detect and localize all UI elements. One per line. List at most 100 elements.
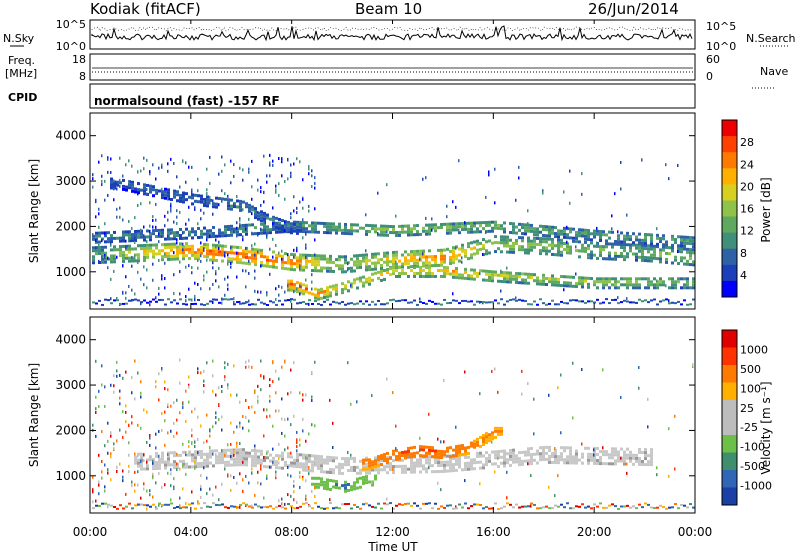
heatmap-cell: [143, 504, 146, 507]
heatmap-cell: [386, 183, 388, 187]
heatmap-cell: [131, 180, 134, 184]
heatmap-cell: [671, 277, 674, 281]
heatmap-cell: [638, 462, 641, 466]
heatmap-cell: [131, 299, 134, 302]
heatmap-cell: [281, 303, 284, 306]
heatmap-cell: [218, 504, 221, 507]
heatmap-cell: [185, 242, 188, 246]
heatmap-cell: [476, 440, 479, 444]
heatmap-cell: [209, 234, 211, 238]
heatmap-cell: [608, 277, 611, 281]
heatmap-cell: [209, 428, 211, 432]
heatmap-cell: [359, 459, 362, 463]
heatmap-cell: [572, 507, 575, 510]
heatmap-cell: [473, 467, 476, 471]
heatmap-cell: [272, 360, 274, 364]
heatmap-cell: [617, 240, 620, 244]
heatmap-cell: [296, 265, 299, 269]
heatmap-cell: [263, 217, 266, 221]
heatmap-cell: [209, 434, 211, 438]
heatmap-cell: [314, 454, 317, 458]
heatmap-cell: [425, 258, 428, 262]
heatmap-cell: [131, 507, 134, 510]
heatmap-cell: [434, 449, 437, 453]
heatmap-cell: [188, 250, 191, 254]
heatmap-cell: [104, 253, 106, 257]
heatmap-cell: [584, 237, 587, 241]
heatmap-cell: [191, 303, 194, 306]
heatmap-cell: [452, 457, 455, 461]
heatmap-cell: [668, 246, 671, 250]
heatmap-cell: [452, 469, 455, 473]
heatmap-cell: [152, 225, 154, 229]
heatmap-cell: [341, 301, 344, 304]
heatmap-cell: [296, 228, 299, 232]
heatmap-cell: [173, 245, 176, 249]
cpid-text: normalsound (fast) -157 RF: [94, 94, 280, 108]
heatmap-cell: [491, 507, 494, 510]
heatmap-cell: [671, 246, 674, 250]
heatmap-cell: [455, 299, 458, 302]
heatmap-cell: [560, 446, 563, 450]
heatmap-cell: [146, 183, 149, 187]
heatmap-cell: [254, 464, 257, 468]
heatmap-cell: [290, 423, 292, 427]
heatmap-cell: [296, 430, 298, 434]
heatmap-cell: [500, 235, 503, 239]
heatmap-cell: [116, 236, 119, 240]
heatmap-cell: [359, 279, 362, 283]
heatmap-cell: [527, 251, 530, 255]
heatmap-cell: [377, 455, 380, 459]
heatmap-cell: [353, 465, 356, 469]
heatmap-cell: [299, 228, 302, 232]
heatmap-cell: [470, 227, 473, 231]
heatmap-cell: [623, 234, 626, 238]
heatmap-cell: [281, 160, 283, 164]
heatmap-cell: [677, 250, 679, 254]
heatmap-cell: [491, 462, 494, 466]
heatmap-cell: [533, 458, 536, 462]
heatmap-cell: [242, 451, 245, 455]
heatmap-cell: [359, 226, 362, 230]
heatmap-cell: [500, 429, 503, 433]
heatmap-cell: [599, 450, 602, 454]
heatmap-cell: [512, 228, 515, 232]
heatmap-cell: [161, 163, 163, 167]
heatmap-cell: [179, 199, 182, 203]
heatmap-cell: [164, 419, 166, 423]
heatmap-cell: [542, 246, 545, 250]
heatmap-cell: [110, 257, 113, 261]
heatmap-cell: [317, 260, 320, 264]
heatmap-cell: [683, 256, 686, 260]
heatmap-cell: [443, 506, 446, 509]
heatmap-cell: [203, 226, 206, 230]
heatmap-cell: [221, 197, 224, 201]
heatmap-cell: [479, 224, 482, 228]
heatmap-cell: [320, 467, 323, 471]
heatmap-cell: [236, 460, 239, 464]
heatmap-cell: [479, 269, 482, 273]
heatmap-cell: [233, 300, 235, 304]
heatmap-cell: [182, 200, 185, 204]
heatmap-cell: [545, 246, 548, 250]
heatmap-cell: [437, 263, 440, 267]
heatmap-cell: [164, 255, 167, 259]
heatmap-cell: [683, 277, 686, 281]
heatmap-cell: [197, 367, 199, 371]
heatmap-cell: [437, 458, 440, 462]
heatmap-cell: [428, 264, 431, 268]
heatmap-cell: [338, 468, 341, 472]
heatmap-cell: [254, 226, 257, 230]
heatmap-cell: [530, 447, 533, 451]
heatmap-cell: [446, 446, 449, 450]
heatmap-cell: [215, 461, 218, 465]
heatmap-cell: [404, 502, 407, 505]
heatmap-cell: [542, 302, 545, 305]
heatmap-cell: [215, 249, 218, 253]
heatmap-cell: [461, 506, 464, 509]
heatmap-cell: [341, 457, 344, 461]
heatmap-cell: [146, 507, 148, 511]
heatmap-cell: [167, 188, 170, 192]
heatmap-cell: [293, 255, 295, 259]
heatmap-cell: [152, 249, 155, 253]
